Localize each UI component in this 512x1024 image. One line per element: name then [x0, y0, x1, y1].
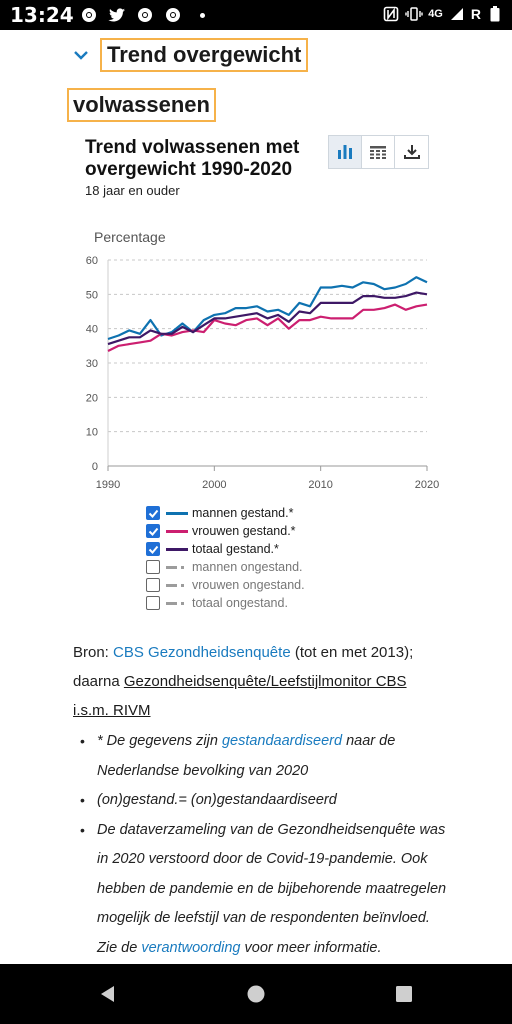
legend-item[interactable]: totaal gestand.*: [146, 540, 305, 558]
recents-button[interactable]: [392, 982, 416, 1006]
y-tick-label: 10: [86, 427, 98, 439]
legend-checkbox[interactable]: [146, 596, 160, 610]
system-icons: 4G R: [382, 5, 504, 23]
source-text: Bron: CBS Gezondheidsenquête (tot en met…: [73, 638, 443, 725]
twitter-icon: [108, 6, 126, 24]
legend-label: totaal gestand.*: [192, 542, 279, 556]
legend-item[interactable]: vrouwen gestand.*: [146, 522, 305, 540]
y-axis-title: Percentage: [94, 229, 166, 245]
note-text: naar de Nederlandse bevolking van 2020: [97, 733, 396, 779]
note-item: De dataverzameling van de Gezondheidsenq…: [80, 816, 450, 964]
section-heading: Trend overgewicht: [100, 38, 309, 72]
legend-checkbox[interactable]: [146, 506, 160, 520]
series-line-3: [107, 291, 428, 346]
download-icon: [403, 145, 420, 159]
dot-icon: [200, 12, 205, 18]
back-button[interactable]: [96, 982, 120, 1006]
x-tick-label: 2010: [308, 479, 332, 491]
status-bar: 13:24 4G R: [0, 0, 512, 30]
bar-chart-icon: [338, 145, 352, 159]
table-view-button[interactable]: [362, 136, 395, 168]
check-icon: [148, 527, 158, 536]
recents-icon: [396, 986, 412, 1002]
nfc-icon: [382, 5, 400, 23]
status-time: 13:24: [10, 3, 74, 27]
legend-swatch: [166, 547, 188, 551]
table-icon: [370, 146, 386, 159]
chart-subtitle: 18 jaar en ouder: [85, 183, 180, 198]
y-tick-label: 30: [86, 358, 98, 370]
note-text: * De gegevens zijn: [97, 733, 222, 749]
note-item: (on)gestand.= (on)gestandaardiseerd: [80, 786, 450, 816]
legend-label: vrouwen gestand.*: [192, 524, 296, 538]
legend-swatch-dashed: [166, 583, 188, 587]
check-icon: [148, 509, 158, 518]
source-prefix: Bron:: [73, 644, 114, 661]
source-link-cbs[interactable]: CBS Gezondheidsenquête: [113, 644, 291, 661]
legend-label: vrouwen ongestand.: [192, 578, 305, 592]
legend-swatch: [166, 511, 188, 515]
legend-label: mannen gestand.*: [192, 506, 294, 520]
y-tick-label: 0: [92, 461, 98, 473]
signal-icon: [448, 5, 466, 23]
legend-swatch-dashed: [166, 565, 188, 569]
notes-list: * De gegevens zijn gestandaardiseerd naa…: [80, 727, 450, 963]
line-chart: 0 10 20 30 40 50 60 1990 2000 2010 2020: [86, 255, 439, 491]
section-toggle[interactable]: Trend overgewicht: [72, 38, 309, 72]
vibrate-icon: [405, 5, 423, 23]
back-icon: [101, 986, 114, 1002]
note-text: voor meer informatie.: [240, 939, 382, 956]
home-icon: [247, 985, 265, 1003]
y-tick-label: 60: [86, 255, 98, 267]
chart-view-button[interactable]: [329, 136, 362, 168]
chevron-down-icon: [74, 51, 88, 60]
y-tick-label: 20: [86, 392, 98, 404]
notification-icons: [80, 6, 205, 24]
chart-view-toolbar: [328, 135, 429, 169]
legend-checkbox[interactable]: [146, 578, 160, 592]
download-button[interactable]: [395, 136, 428, 168]
note-text: (on)gestand.= (on)gestandaardiseerd: [97, 792, 337, 808]
y-tick-label: 40: [86, 324, 98, 336]
chart-title: Trend volwassenen met overgewicht 1990-2…: [85, 137, 300, 180]
check-icon: [148, 545, 158, 554]
network-type: 4G: [428, 8, 443, 20]
x-tick-label: 2000: [202, 479, 226, 491]
legend-item[interactable]: totaal ongestand.: [146, 594, 305, 612]
source-link-leefstijlmonitor[interactable]: Gezondheidsenquête/Leefstijlmonitor CBS …: [73, 673, 407, 719]
chart-legend: mannen gestand.* vrouwen gestand.* totaal …: [146, 504, 305, 612]
legend-checkbox[interactable]: [146, 542, 160, 556]
section-heading-continued: volwassenen: [67, 88, 216, 122]
legend-swatch-dashed: [166, 601, 188, 605]
legend-label: mannen ongestand.: [192, 560, 303, 574]
chrome-icon: [164, 6, 182, 24]
chrome-icon: [80, 6, 98, 24]
verantwoording-link[interactable]: verantwoording: [141, 939, 241, 956]
legend-label: totaal ongestand.: [192, 596, 288, 610]
legend-checkbox[interactable]: [146, 560, 160, 574]
legend-item[interactable]: mannen ongestand.: [146, 558, 305, 576]
legend-item[interactable]: vrouwen ongestand.: [146, 576, 305, 594]
y-tick-label: 50: [86, 289, 98, 301]
navigation-bar: [0, 964, 512, 1024]
source-mid: (tot en met 2013); daarna: [73, 644, 414, 690]
note-text: De dataverzameling van de Gezondheidsenq…: [97, 821, 447, 956]
legend-swatch: [166, 529, 188, 533]
legend-checkbox[interactable]: [146, 524, 160, 538]
note-item: * De gegevens zijn gestandaardiseerd naa…: [80, 727, 450, 786]
chrome-icon: [136, 6, 154, 24]
x-tick-label: 1990: [96, 479, 120, 491]
battery-icon: [486, 5, 504, 23]
gestandaardiseerd-link[interactable]: gestandaardiseerd: [221, 733, 343, 749]
home-button[interactable]: [244, 982, 268, 1006]
roaming-indicator: R: [470, 6, 481, 22]
legend-item[interactable]: mannen gestand.*: [146, 504, 305, 522]
series-line-1: [107, 276, 428, 341]
x-tick-label: 2020: [415, 479, 439, 491]
